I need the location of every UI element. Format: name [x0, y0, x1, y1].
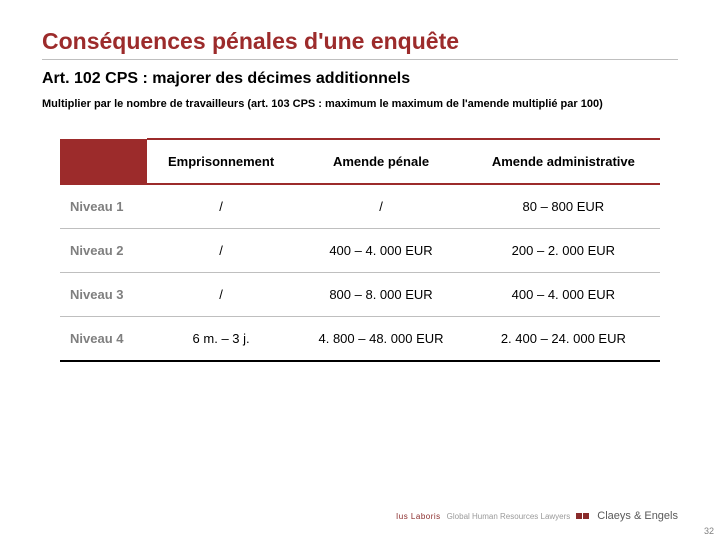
cell: 200 – 2. 000 EUR	[467, 228, 660, 272]
subtitle: Art. 102 CPS : majorer des décimes addit…	[42, 70, 678, 88]
page-title: Conséquences pénales d'une enquête	[42, 28, 678, 55]
footer-grey: Global Human Resources Lawyers	[447, 512, 571, 521]
cell: /	[147, 272, 295, 316]
sanctions-table: Emprisonnement Amende pénale Amende admi…	[60, 138, 660, 362]
row-label: Niveau 1	[60, 184, 147, 229]
footer-lius: Ius Laboris	[396, 512, 441, 521]
table-row: Niveau 4 6 m. – 3 j. 4. 800 – 48. 000 EU…	[60, 316, 660, 361]
col-header: Amende administrative	[467, 139, 660, 184]
cell: 6 m. – 3 j.	[147, 316, 295, 361]
cell: 4. 800 – 48. 000 EUR	[295, 316, 466, 361]
table-row: Niveau 1 / / 80 – 800 EUR	[60, 184, 660, 229]
cell: 400 – 4. 000 EUR	[467, 272, 660, 316]
row-label: Niveau 3	[60, 272, 147, 316]
cell: /	[147, 184, 295, 229]
footer: Ius Laboris Global Human Resources Lawye…	[396, 510, 678, 522]
row-label: Niveau 4	[60, 316, 147, 361]
note-text: Multiplier par le nombre de travailleurs…	[42, 98, 678, 112]
footer-brand: Claeys & Engels	[597, 510, 678, 522]
cell: /	[295, 184, 466, 229]
row-label: Niveau 2	[60, 228, 147, 272]
page-number: 32	[704, 526, 714, 536]
table-row: Niveau 2 / 400 – 4. 000 EUR 200 – 2. 000…	[60, 228, 660, 272]
table-corner	[60, 139, 147, 184]
col-header: Emprisonnement	[147, 139, 295, 184]
col-header: Amende pénale	[295, 139, 466, 184]
title-rule	[42, 59, 678, 60]
logo-icon	[576, 513, 589, 519]
cell: 800 – 8. 000 EUR	[295, 272, 466, 316]
table-row: Niveau 3 / 800 – 8. 000 EUR 400 – 4. 000…	[60, 272, 660, 316]
cell: /	[147, 228, 295, 272]
cell: 80 – 800 EUR	[467, 184, 660, 229]
cell: 400 – 4. 000 EUR	[295, 228, 466, 272]
cell: 2. 400 – 24. 000 EUR	[467, 316, 660, 361]
